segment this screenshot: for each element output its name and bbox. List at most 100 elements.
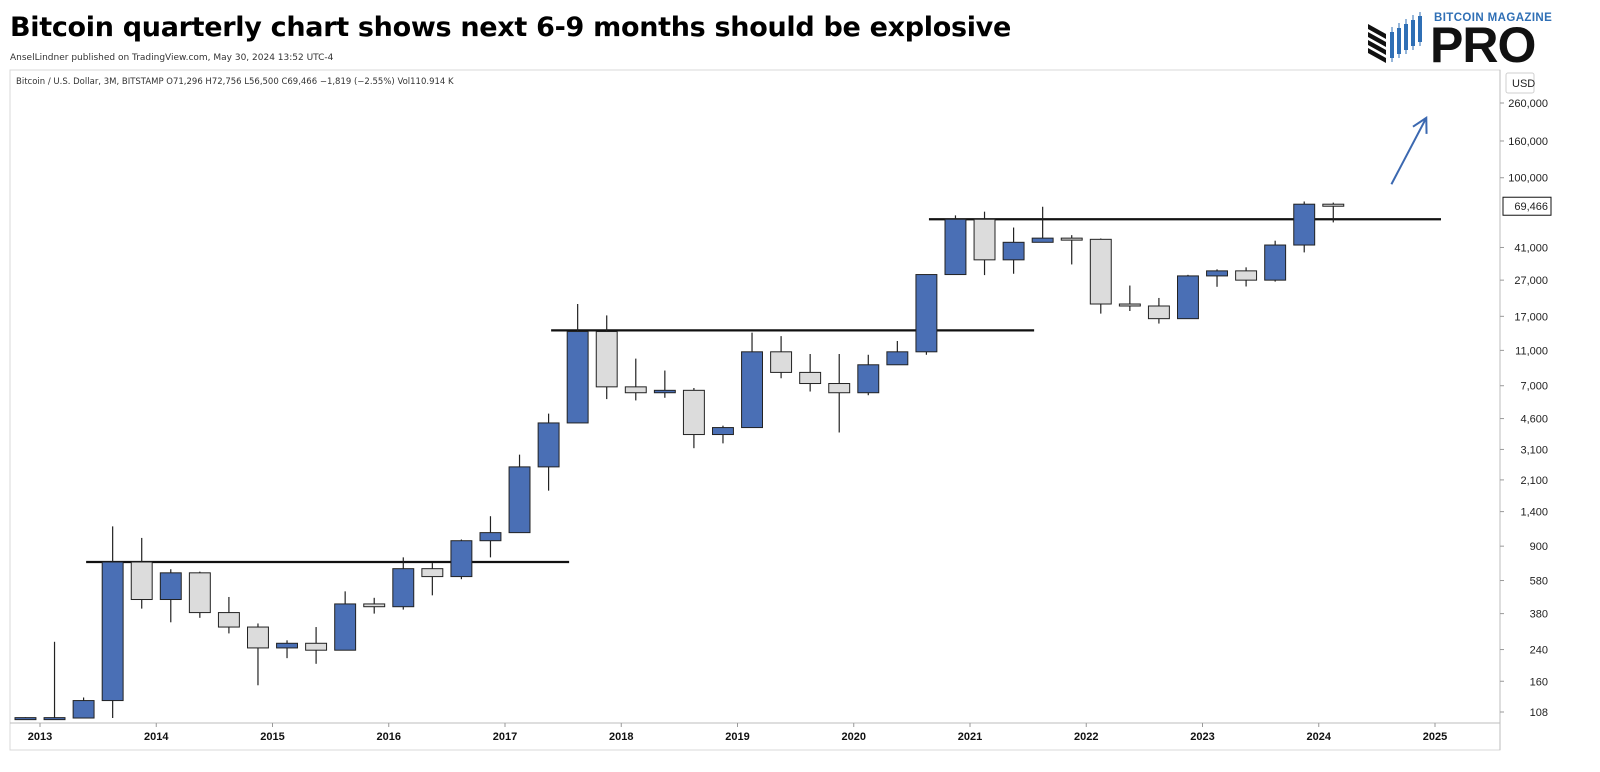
candle-body-up <box>14 717 37 721</box>
x-tick-label: 2017 <box>493 731 517 743</box>
logo-top-text: BITCOIN MAGAZINE <box>1434 12 1553 24</box>
candle-body-up <box>1002 241 1025 261</box>
candle-body-up <box>1293 203 1316 246</box>
candle-body-down <box>1147 305 1170 320</box>
candle <box>421 563 444 596</box>
candle <box>595 315 618 400</box>
y-tick-label: 100,000 <box>1508 173 1548 185</box>
candle <box>624 358 647 401</box>
candle <box>188 571 211 618</box>
candle <box>276 640 298 659</box>
candle <box>392 557 415 610</box>
candle-body-up <box>712 427 734 436</box>
candle-body-down <box>828 383 851 394</box>
bitcoin-magazine-pro-logo: BITCOIN MAGAZINE PRO <box>1368 12 1564 70</box>
candle <box>1264 240 1287 282</box>
candle-body-down <box>305 642 328 651</box>
candle-body-up <box>857 364 880 394</box>
candle-body-up <box>741 351 763 429</box>
y-tick-label: 4,600 <box>1520 414 1548 426</box>
candle <box>334 591 357 651</box>
candle <box>217 596 240 634</box>
arrow-head-icon <box>1412 116 1428 134</box>
candle-body-up <box>915 274 938 353</box>
candle <box>72 697 95 719</box>
y-tick-label: 1,400 <box>1520 507 1548 519</box>
candle-body-up <box>508 466 531 534</box>
last-price-marker <box>1502 196 1552 216</box>
y-tick-label: 3,100 <box>1520 444 1548 456</box>
y-tick-label: 27,000 <box>1514 275 1548 287</box>
candle-body-up <box>944 218 967 276</box>
candle <box>566 304 589 424</box>
candle-body-down <box>363 603 386 608</box>
candle <box>915 274 938 355</box>
candle <box>1322 202 1345 223</box>
candle-body-down <box>770 351 793 373</box>
candle-body-up <box>1031 237 1054 243</box>
y-tick-label: 240 <box>1530 645 1548 657</box>
candle <box>886 341 909 366</box>
upward-arrow-line <box>1390 117 1428 185</box>
candle <box>712 425 734 444</box>
candle <box>1089 238 1112 314</box>
y-tick-label: 160 <box>1530 676 1548 688</box>
candle-body-up <box>537 422 560 468</box>
candle-body-down <box>1235 270 1258 281</box>
x-tick-label: 2018 <box>609 731 633 743</box>
candle-body-up <box>43 717 66 721</box>
candle <box>130 537 153 609</box>
candle <box>1031 206 1054 243</box>
y-tick-label: 160,000 <box>1508 136 1548 148</box>
candle-body-down <box>595 331 618 388</box>
candle-body-down <box>1089 238 1112 305</box>
candle <box>508 454 531 534</box>
candle-body-down <box>799 371 822 385</box>
currency-button[interactable] <box>1505 72 1535 94</box>
y-tick-label: 580 <box>1530 576 1548 588</box>
candle-body-up <box>479 532 502 542</box>
candle <box>1147 297 1170 324</box>
candle <box>770 336 793 379</box>
x-tick-label: 2024 <box>1307 731 1332 743</box>
candle-body-down <box>624 386 647 394</box>
candle-body-down <box>188 572 211 614</box>
candle-body-up <box>276 642 298 649</box>
candle-body-down <box>247 626 269 649</box>
candle-body-up <box>101 561 124 702</box>
x-tick-label: 2015 <box>260 731 284 743</box>
candle <box>363 597 386 614</box>
last-price-label: 69,466 <box>1514 201 1548 213</box>
candle <box>828 354 851 433</box>
x-tick-label: 2025 <box>1423 731 1447 743</box>
candle <box>741 332 763 429</box>
logo-stripes-icon <box>1368 12 1422 63</box>
y-tick-label: 900 <box>1530 541 1548 553</box>
candle-body-up <box>450 540 473 578</box>
candle-body-up <box>159 572 182 601</box>
candle <box>305 627 328 664</box>
x-tick-label: 2020 <box>842 731 866 743</box>
candle <box>101 526 124 719</box>
candle-body-up <box>1206 270 1228 277</box>
candle <box>682 387 705 449</box>
candle-body-down <box>1118 303 1141 307</box>
candle <box>1002 227 1025 274</box>
published-by-line: AnselLindner published on TradingView.co… <box>10 53 334 63</box>
y-tick-label: 2,100 <box>1520 475 1548 487</box>
candle-body-down <box>1322 203 1345 207</box>
candle <box>1293 201 1316 253</box>
x-tick-label: 2019 <box>725 731 749 743</box>
candle-body-down <box>130 561 153 601</box>
candle <box>247 623 269 686</box>
y-tick-label: 11,000 <box>1515 345 1548 357</box>
y-tick-label: 41,000 <box>1514 242 1548 254</box>
candle-body-up <box>1264 244 1287 281</box>
candle-body-up <box>653 389 676 394</box>
candle <box>799 354 822 392</box>
y-tick-label: 108 <box>1530 707 1548 719</box>
x-tick-label: 2021 <box>958 731 982 743</box>
y-tick-label: 7,000 <box>1520 381 1548 393</box>
candle-body-down <box>421 568 444 578</box>
candle <box>14 717 37 721</box>
